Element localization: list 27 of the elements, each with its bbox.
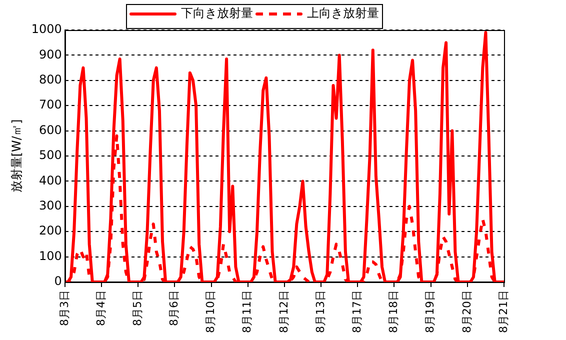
- y-tick-label: 900: [39, 47, 62, 62]
- legend-label: 下向き放射量: [181, 6, 253, 20]
- y-axis-title: 放射量[W/㎡]: [9, 119, 24, 193]
- x-tick-label: 8月20日: [460, 290, 474, 334]
- x-tick-label: 8月11日: [240, 290, 254, 334]
- x-tick-label: 8月21日: [496, 290, 510, 334]
- y-tick-label: 100: [39, 248, 62, 263]
- y-tick-label: 1000: [31, 22, 62, 36]
- x-tick-label: 8月10日: [204, 290, 218, 334]
- y-tick-label: 0: [54, 274, 62, 288]
- x-tick-label: 8月13日: [314, 290, 327, 334]
- x-tick-label: 8月18日: [387, 290, 400, 334]
- x-tick-label: 8月6日: [168, 290, 181, 326]
- x-tick-label: 8月19日: [424, 290, 437, 334]
- y-tick-label: 600: [39, 122, 62, 137]
- y-tick-label: 400: [39, 173, 62, 188]
- x-tick-label: 8月12日: [277, 290, 290, 334]
- y-tick-label: 500: [39, 148, 62, 162]
- y-tick-label: 200: [39, 224, 62, 238]
- x-tick-label: 8月5日: [130, 290, 144, 326]
- x-tick-label: 8月4日: [94, 290, 108, 326]
- x-tick-label: 8月17日: [350, 290, 364, 334]
- y-tick-label: 300: [39, 198, 62, 213]
- y-tick-label: 700: [39, 98, 62, 112]
- y-tick-label: 800: [39, 72, 62, 87]
- legend-label: 上向き放射量: [307, 6, 379, 20]
- x-tick-label: 8月3日: [58, 290, 71, 326]
